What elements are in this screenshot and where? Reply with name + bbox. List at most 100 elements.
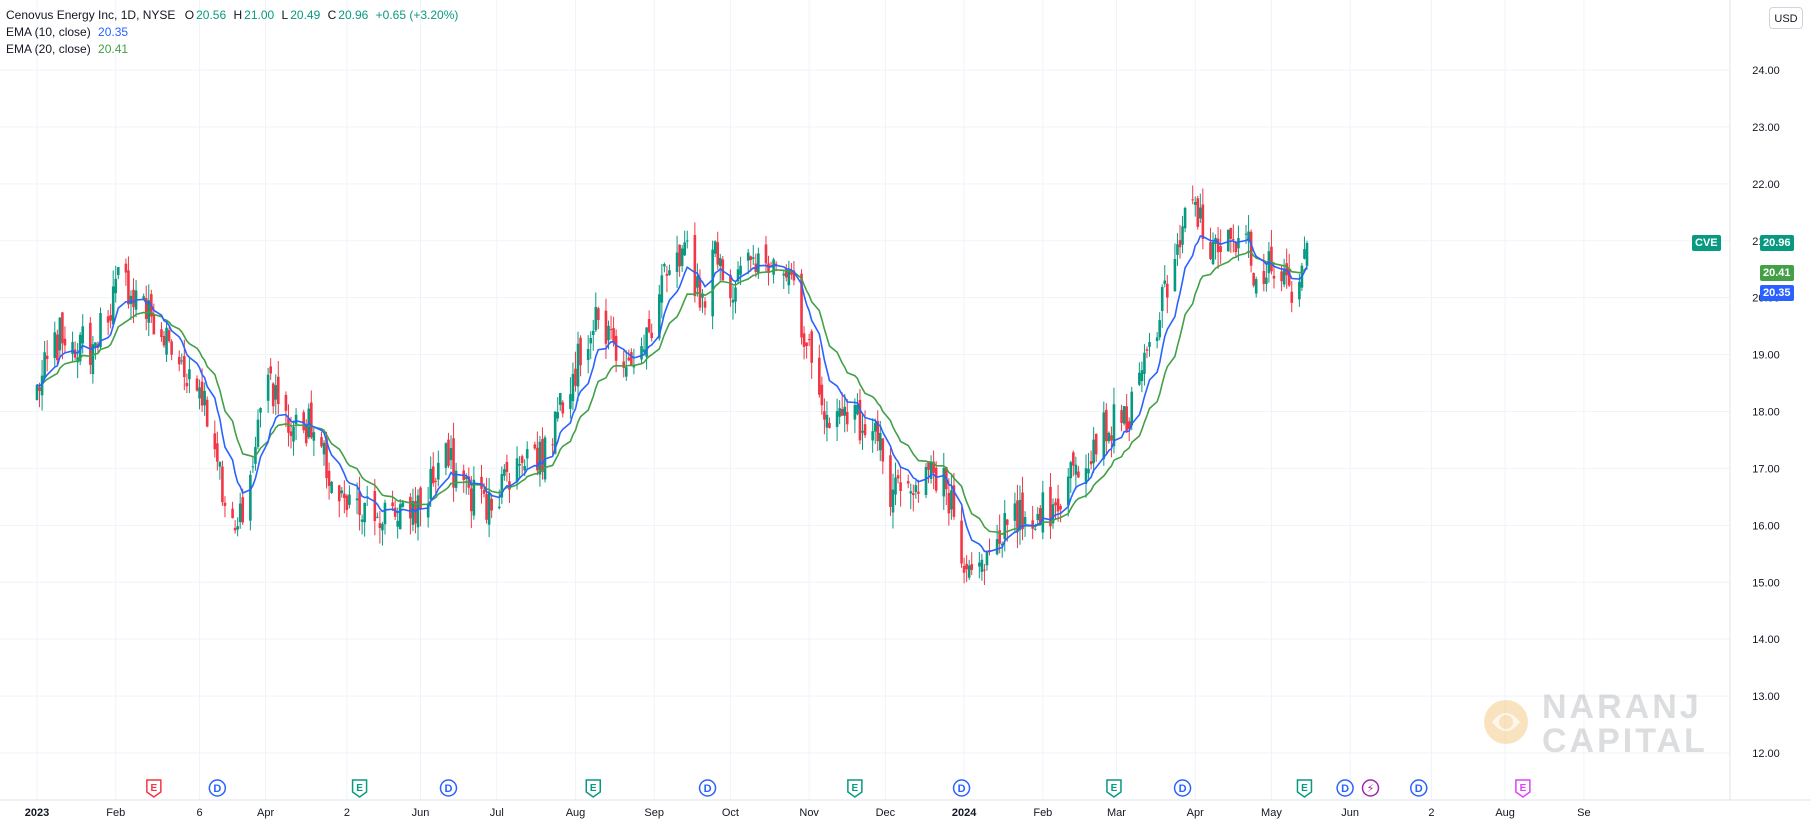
ohlc-close-value: 20.96 [338,8,369,22]
dividend-icon [698,779,717,797]
candle-body [640,346,643,360]
dividend-marker[interactable]: D [1410,779,1428,797]
candle-body [1252,273,1255,286]
candle-body [454,470,458,488]
candle-body [1303,249,1306,259]
candle-body [1018,499,1022,531]
ohlc-high-label: H [233,8,243,22]
dividend-marker[interactable]: D [1336,779,1354,797]
candle-body [934,467,938,491]
earnings-marker[interactable]: E [585,779,602,798]
currency-button[interactable]: USD [1769,7,1803,29]
candle-body [160,329,163,338]
dividend-icon [439,779,458,797]
dividend-marker[interactable]: D [698,779,717,797]
earnings-icon [585,779,602,798]
candle-body [698,277,702,308]
candle-body [56,334,59,361]
candle-body [1219,246,1222,252]
candle-body [1160,287,1164,312]
time-tick-label: Feb [106,807,125,819]
candle-body [950,490,953,510]
ema20-legend-row[interactable]: EMA (20, close) 20.41 [6,41,458,58]
ema10-legend-row[interactable]: EMA (10, close) 20.35 [6,24,458,41]
candle-body [978,562,981,567]
dividend-glyph: D [958,783,966,795]
earnings-marker[interactable]: E [1515,779,1531,798]
earnings-glyph: E [1301,783,1308,794]
candle-body [924,466,928,495]
time-tick-label: Se [1577,807,1590,819]
candle-body [1298,281,1301,300]
candle-body [1280,271,1283,282]
candle-body [980,559,984,572]
candle-body [932,461,935,473]
candle-body [363,502,366,523]
candle-body [1262,270,1266,284]
split-marker[interactable]: ⚡ [1361,779,1380,797]
candle-body [1003,513,1007,540]
candle-body [444,443,448,468]
candle-body [142,296,145,300]
earnings-marker[interactable]: E [1296,779,1313,798]
candle-body [658,294,661,339]
time-tick-label: Apr [1187,807,1204,819]
earnings-marker[interactable]: E [1106,779,1122,798]
candle-body [1247,231,1250,242]
candle-body [1176,244,1179,255]
candle-body [393,507,397,517]
candle-body [680,248,684,266]
candle-body [508,481,511,490]
candle-body [586,349,590,361]
candle-body [383,502,387,525]
candle-body [480,476,483,489]
candle-body [609,329,613,331]
candle-body [1183,207,1187,229]
dividend-marker[interactable]: D [439,779,458,797]
candle-body [200,381,204,406]
candle-body [873,423,877,432]
split-glyph: ⚡ [1367,782,1375,795]
candle-body [856,404,859,415]
earnings-marker[interactable]: E [847,779,863,798]
dividend-glyph: D [1341,783,1349,795]
candle-body [1234,242,1238,253]
candle-body [1173,258,1177,292]
candle-body [967,565,971,578]
candle-body [355,498,359,501]
candle-body [805,342,808,346]
candle-body [195,378,199,391]
candle-body [35,384,39,401]
candle-body [693,235,697,297]
dividend-marker[interactable]: D [952,779,971,797]
candle-body [216,443,219,462]
candle-body [81,326,85,344]
candle-body [663,264,666,267]
candle-body [891,489,895,513]
earnings-marker[interactable]: E [351,779,368,798]
candle-body [553,411,557,454]
candle-body [241,497,245,523]
candle-body [863,424,867,436]
candle-body [73,349,77,358]
candle-body [391,502,394,507]
candle-body [203,390,206,406]
dividend-marker[interactable]: D [1173,779,1192,797]
candle-body [251,466,255,468]
earnings-icon [1296,779,1313,798]
candle-body [500,474,504,498]
candle-body [452,438,455,488]
candle-body [927,461,930,470]
time-tick-label: 2 [344,807,350,819]
dividend-marker[interactable]: D [208,779,227,797]
price-tick-label: 12.00 [1752,748,1780,760]
symbol-row[interactable]: Cenovus Energy Inc, 1D, NYSE O 20.56 H 21.… [6,7,458,24]
candle-body [721,259,725,281]
dividend-glyph: D [445,783,453,795]
candle-body [177,356,181,365]
candle-body [647,319,651,333]
candle-body [757,253,760,274]
candle-body [1282,269,1286,285]
earnings-marker[interactable]: E [146,779,162,798]
